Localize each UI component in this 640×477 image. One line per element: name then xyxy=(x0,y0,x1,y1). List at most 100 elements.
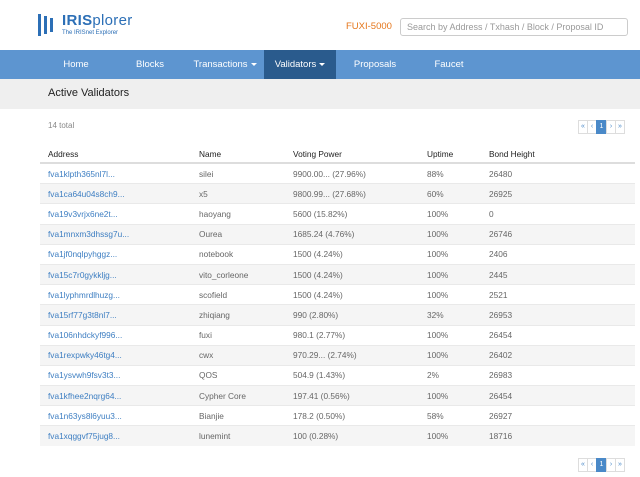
logo[interactable]: IRISplorer The IRISnet Explorer xyxy=(38,13,133,36)
cell-uptime: 100% xyxy=(419,385,481,406)
total-count: 14 total xyxy=(48,121,75,130)
cell-bond-height: 26983 xyxy=(481,364,635,386)
table-row: fva1rexpwky46tg4... cwx 970.29... (2.74%) 1… xyxy=(40,344,635,366)
col-address: Address xyxy=(40,146,191,164)
cell-voting-power: 1500 (4.24%) xyxy=(285,263,419,285)
last-page-button[interactable]: » xyxy=(615,458,625,472)
nav-proposals[interactable]: Proposals xyxy=(353,59,397,70)
table-header-row: Address Name Voting Power Uptime Bond He… xyxy=(40,146,635,164)
last-page-button[interactable]: » xyxy=(615,120,625,134)
cell-name: scofield xyxy=(191,284,285,305)
cell-name: QOS xyxy=(191,364,285,386)
cell-uptime: 58% xyxy=(419,405,481,426)
pagination-bottom: « ‹ 1 › » xyxy=(578,458,625,472)
cell-bond-height: 26953 xyxy=(481,304,635,325)
table-row: fva1n63ys8l6yuu3... Bianjie 178.2 (0.50%) 5… xyxy=(40,405,635,426)
table-row: fva15c7r0gykkljg... vito_corleone 1500 (4.… xyxy=(40,263,635,285)
cell-uptime: 100% xyxy=(419,344,481,366)
cell-address[interactable]: fva1kfhee2nqrg64... xyxy=(40,385,191,406)
cell-bond-height: 26925 xyxy=(481,183,635,204)
col-bond-height: Bond Height xyxy=(481,146,635,164)
col-uptime: Uptime xyxy=(419,146,481,164)
cell-bond-height: 26746 xyxy=(481,223,635,245)
cell-name: zhiqiang xyxy=(191,304,285,325)
iris-logo-icon xyxy=(38,13,58,36)
cell-address[interactable]: fva1jf0nqlpyhggz... xyxy=(40,243,191,265)
cell-voting-power: 990 (2.80%) xyxy=(285,304,419,325)
cell-name: haoyang xyxy=(191,203,285,225)
cell-voting-power: 1500 (4.24%) xyxy=(285,284,419,305)
col-voting-power: Voting Power xyxy=(285,146,419,164)
cell-address[interactable]: fva19v3vrjx6ne2t... xyxy=(40,203,191,225)
cell-name: notebook xyxy=(191,243,285,265)
nav-validators[interactable]: Validators xyxy=(264,50,336,79)
cell-uptime: 100% xyxy=(419,425,481,446)
cell-bond-height: 26454 xyxy=(481,324,635,346)
network-label[interactable]: FUXI-5000 xyxy=(346,21,392,32)
main-nav: Home Blocks Transactions Validators Prop… xyxy=(0,50,640,79)
brand-title: IRISplorer xyxy=(62,12,133,29)
cell-voting-power: 504.9 (1.43%) xyxy=(285,364,419,386)
table-row: fva1ca64u04s8ch9... x5 9800.99... (27.68%)… xyxy=(40,183,635,204)
table-row: fva1lyphmrdlhuzg... scofield 1500 (4.24%) 1… xyxy=(40,284,635,305)
cell-bond-height: 2445 xyxy=(481,263,635,285)
table-row: fva1mnxm3dhssg7u... Ourea 1685.24 (4.76%) 1… xyxy=(40,223,635,245)
cell-uptime: 88% xyxy=(419,162,481,184)
brand-subtitle: The IRISnet Explorer xyxy=(62,30,119,36)
cell-address[interactable]: fva1lyphmrdlhuzg... xyxy=(40,284,191,305)
nav-faucet[interactable]: Faucet xyxy=(434,59,464,70)
cell-uptime: 60% xyxy=(419,183,481,204)
cell-voting-power: 197.41 (0.56%) xyxy=(285,385,419,406)
cell-address[interactable]: fva1klpth365nl7l... xyxy=(40,162,191,184)
col-name: Name xyxy=(191,146,285,164)
cell-name: Bianjie xyxy=(191,405,285,426)
cell-address[interactable]: fva1ysvwh9fsv3t3... xyxy=(40,364,191,386)
cell-voting-power: 1500 (4.24%) xyxy=(285,243,419,265)
cell-address[interactable]: fva1ca64u04s8ch9... xyxy=(40,183,191,204)
cell-uptime: 100% xyxy=(419,223,481,245)
cell-voting-power: 9800.99... (27.68%) xyxy=(285,183,419,204)
cell-bond-height: 26927 xyxy=(481,405,635,426)
cell-bond-height: 0 xyxy=(481,203,635,225)
nav-home[interactable]: Home xyxy=(63,59,89,70)
cell-voting-power: 178.2 (0.50%) xyxy=(285,405,419,426)
chevron-down-icon xyxy=(319,62,326,66)
table-row: fva1jf0nqlpyhggz... notebook 1500 (4.24%) 1… xyxy=(40,243,635,265)
header: IRISplorer The IRISnet Explorer FUXI-500… xyxy=(0,0,640,50)
cell-address[interactable]: fva1mnxm3dhssg7u... xyxy=(40,223,191,245)
table-row: fva106nhdckyf996... fuxi 980.1 (2.77%) 100%… xyxy=(40,324,635,346)
cell-voting-power: 1685.24 (4.76%) xyxy=(285,223,419,245)
table-row: fva1klpth365nl7l... silei 9900.00... (27.9… xyxy=(40,162,635,184)
cell-voting-power: 9900.00... (27.96%) xyxy=(285,162,419,184)
cell-voting-power: 5600 (15.82%) xyxy=(285,203,419,225)
validators-table: Address Name Voting Power Uptime Bond He… xyxy=(40,146,635,446)
search-input[interactable] xyxy=(400,18,628,36)
nav-transactions[interactable]: Transactions xyxy=(186,50,264,79)
cell-address[interactable]: fva1xqggvf75jug8... xyxy=(40,425,191,446)
cell-name: x5 xyxy=(191,183,285,204)
cell-uptime: 100% xyxy=(419,324,481,346)
cell-bond-height: 26454 xyxy=(481,385,635,406)
cell-voting-power: 100 (0.28%) xyxy=(285,425,419,446)
cell-bond-height: 26480 xyxy=(481,162,635,184)
cell-uptime: 100% xyxy=(419,243,481,265)
cell-bond-height: 18716 xyxy=(481,425,635,446)
cell-bond-height: 2406 xyxy=(481,243,635,265)
table-row: fva1kfhee2nqrg64... Cypher Core 197.41 (0.… xyxy=(40,385,635,406)
cell-address[interactable]: fva1n63ys8l6yuu3... xyxy=(40,405,191,426)
cell-name: vito_corleone xyxy=(191,263,285,285)
table-row: fva19v3vrjx6ne2t... haoyang 5600 (15.82%) 1… xyxy=(40,203,635,225)
cell-uptime: 100% xyxy=(419,203,481,225)
cell-name: silei xyxy=(191,162,285,184)
cell-bond-height: 26402 xyxy=(481,344,635,366)
cell-address[interactable]: fva15rf77g3t8nl7... xyxy=(40,304,191,325)
cell-uptime: 2% xyxy=(419,364,481,386)
cell-uptime: 32% xyxy=(419,304,481,325)
cell-address[interactable]: fva1rexpwky46tg4... xyxy=(40,344,191,366)
cell-name: Ourea xyxy=(191,223,285,245)
cell-address[interactable]: fva106nhdckyf996... xyxy=(40,324,191,346)
cell-address[interactable]: fva15c7r0gykkljg... xyxy=(40,263,191,285)
table-row: fva1ysvwh9fsv3t3... QOS 504.9 (1.43%) 2% 269… xyxy=(40,364,635,386)
nav-blocks[interactable]: Blocks xyxy=(136,59,164,70)
cell-voting-power: 980.1 (2.77%) xyxy=(285,324,419,346)
